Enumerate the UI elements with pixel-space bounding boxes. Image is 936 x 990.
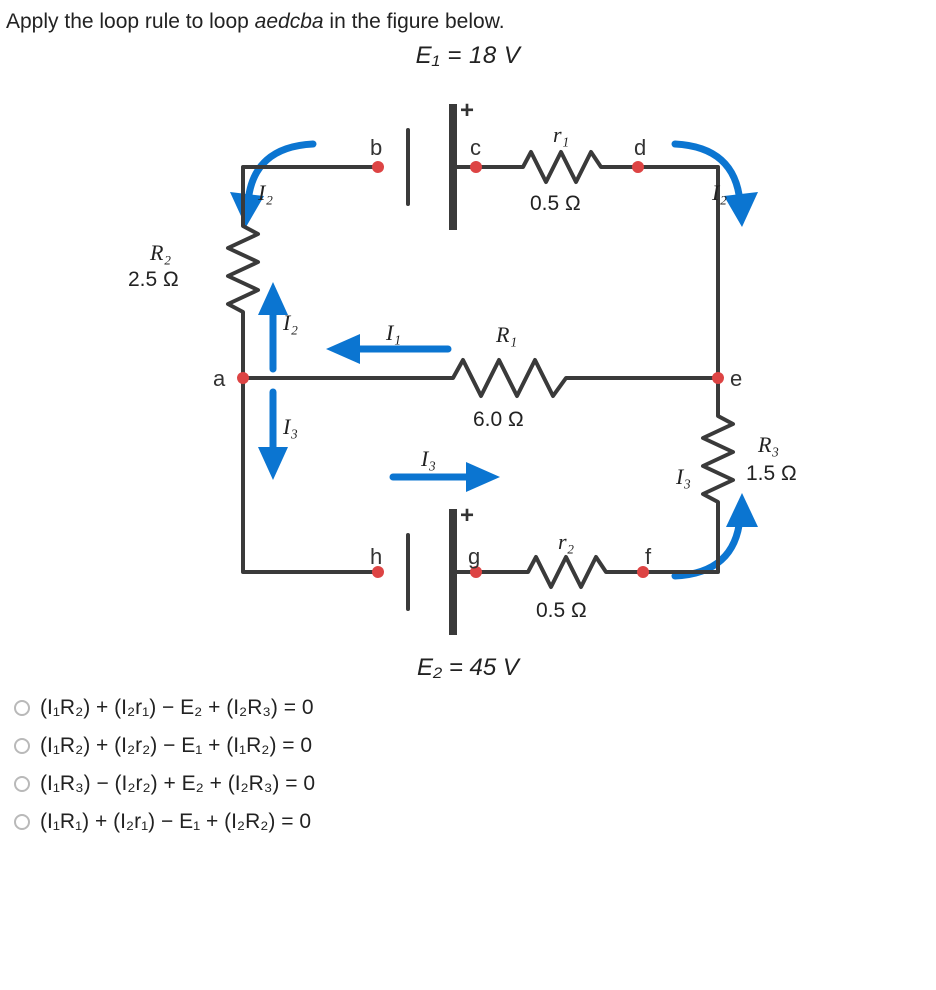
r3-value: 1.5 Ω <box>746 462 797 485</box>
node-g: g <box>468 544 480 569</box>
option-1[interactable]: (I₁R₂) + (I₂r₁) − E₂ + (I₂R₃) = 0 <box>14 696 930 720</box>
circuit-svg: a b c d e f g h + + R₂ 2.5 Ω r₁ 0.5 Ω R₁… <box>118 72 818 652</box>
radio-icon[interactable] <box>14 776 30 792</box>
radio-icon[interactable] <box>14 700 30 716</box>
prompt-loop: aedcba <box>255 10 324 33</box>
r1s-label: r₁ <box>553 122 569 147</box>
node-d-dot <box>632 161 644 173</box>
wire-right-upper <box>638 167 718 378</box>
option-3[interactable]: (I₁R₃) − (I₂r₂) + E₂ + (I₂R₃) = 0 <box>14 772 930 796</box>
node-b-dot <box>372 161 384 173</box>
wire-middle <box>243 360 718 396</box>
node-a: a <box>213 366 226 391</box>
option-2[interactable]: (I₁R₂) + (I₂r₂) − E₁ + (I₁R₂) = 0 <box>14 734 930 758</box>
r1-label: R₁ <box>495 322 517 347</box>
r2s-label: r₂ <box>558 529 575 554</box>
r1s-value: 0.5 Ω <box>530 192 581 215</box>
node-e: e <box>730 366 742 391</box>
emf1-label: E₁ = 18 V <box>118 42 818 70</box>
node-e-dot <box>712 372 724 384</box>
radio-icon[interactable] <box>14 738 30 754</box>
node-a-dot <box>237 372 249 384</box>
node-h: h <box>370 544 382 569</box>
i3-arrowhead-right <box>466 462 500 492</box>
emf2-label: E₂ = 45 V <box>118 654 818 682</box>
r2-value: 2.5 Ω <box>128 268 179 291</box>
e1-plus: + <box>460 97 474 124</box>
node-d: d <box>634 135 646 160</box>
node-c: c <box>470 135 481 160</box>
i2-arrowhead-tr <box>724 192 758 227</box>
prompt-before: Apply the loop rule to loop <box>6 10 255 33</box>
prompt-after: in the figure below. <box>324 10 505 33</box>
r1-value: 6.0 Ω <box>473 408 524 431</box>
r2-label: R₂ <box>149 240 171 265</box>
i3-r-label: I₃ <box>420 446 436 471</box>
i3-dn-label: I₃ <box>282 414 298 439</box>
i2-up-label: I₂ <box>282 310 298 335</box>
radio-icon[interactable] <box>14 814 30 830</box>
option-4[interactable]: (I₁R₁) + (I₂r₁) − E₁ + (I₂R₂) = 0 <box>14 810 930 834</box>
option-1-text: (I₁R₂) + (I₂r₁) − E₂ + (I₂R₃) = 0 <box>40 696 314 720</box>
node-c-dot <box>470 161 482 173</box>
wire-left-lower <box>243 378 378 572</box>
i3-arrowhead-br <box>726 493 758 527</box>
node-f: f <box>645 544 652 569</box>
option-4-text: (I₁R₁) + (I₂r₁) − E₁ + (I₂R₂) = 0 <box>40 810 311 834</box>
i1-label: I₁ <box>385 320 401 345</box>
circuit-figure: E₁ = 18 V <box>118 42 818 682</box>
answer-options: (I₁R₂) + (I₂r₁) − E₂ + (I₂R₃) = 0 (I₁R₂)… <box>14 696 930 834</box>
option-3-text: (I₁R₃) − (I₂r₂) + E₂ + (I₂R₃) = 0 <box>40 772 315 796</box>
i2-tl-label: I₂ <box>257 180 273 205</box>
node-b: b <box>370 135 382 160</box>
i2-tr-label: I₂ <box>711 180 727 205</box>
r3-label: R₃ <box>757 432 779 457</box>
i1-arrowhead <box>326 334 360 364</box>
i3-br-label: I₃ <box>675 464 691 489</box>
i3-arrowhead-down <box>258 447 288 480</box>
r2s-value: 0.5 Ω <box>536 599 587 622</box>
i2-arrow-tr <box>675 144 740 202</box>
e2-plus: + <box>460 502 474 529</box>
option-2-text: (I₁R₂) + (I₂r₂) − E₁ + (I₁R₂) = 0 <box>40 734 312 758</box>
question-prompt: Apply the loop rule to loop aedcba in th… <box>6 10 930 34</box>
